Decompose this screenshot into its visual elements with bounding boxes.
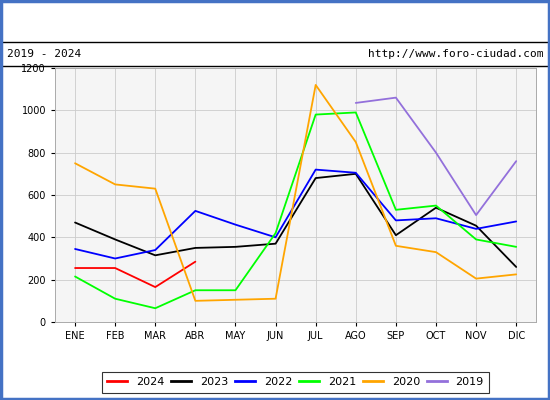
Text: Evolucion Nº Turistas Nacionales en el municipio de Crespos: Evolucion Nº Turistas Nacionales en el m… <box>49 14 501 28</box>
Legend: 2024, 2023, 2022, 2021, 2020, 2019: 2024, 2023, 2022, 2021, 2020, 2019 <box>102 372 490 393</box>
Text: 2019 - 2024: 2019 - 2024 <box>7 49 81 59</box>
Text: http://www.foro-ciudad.com: http://www.foro-ciudad.com <box>368 49 543 59</box>
